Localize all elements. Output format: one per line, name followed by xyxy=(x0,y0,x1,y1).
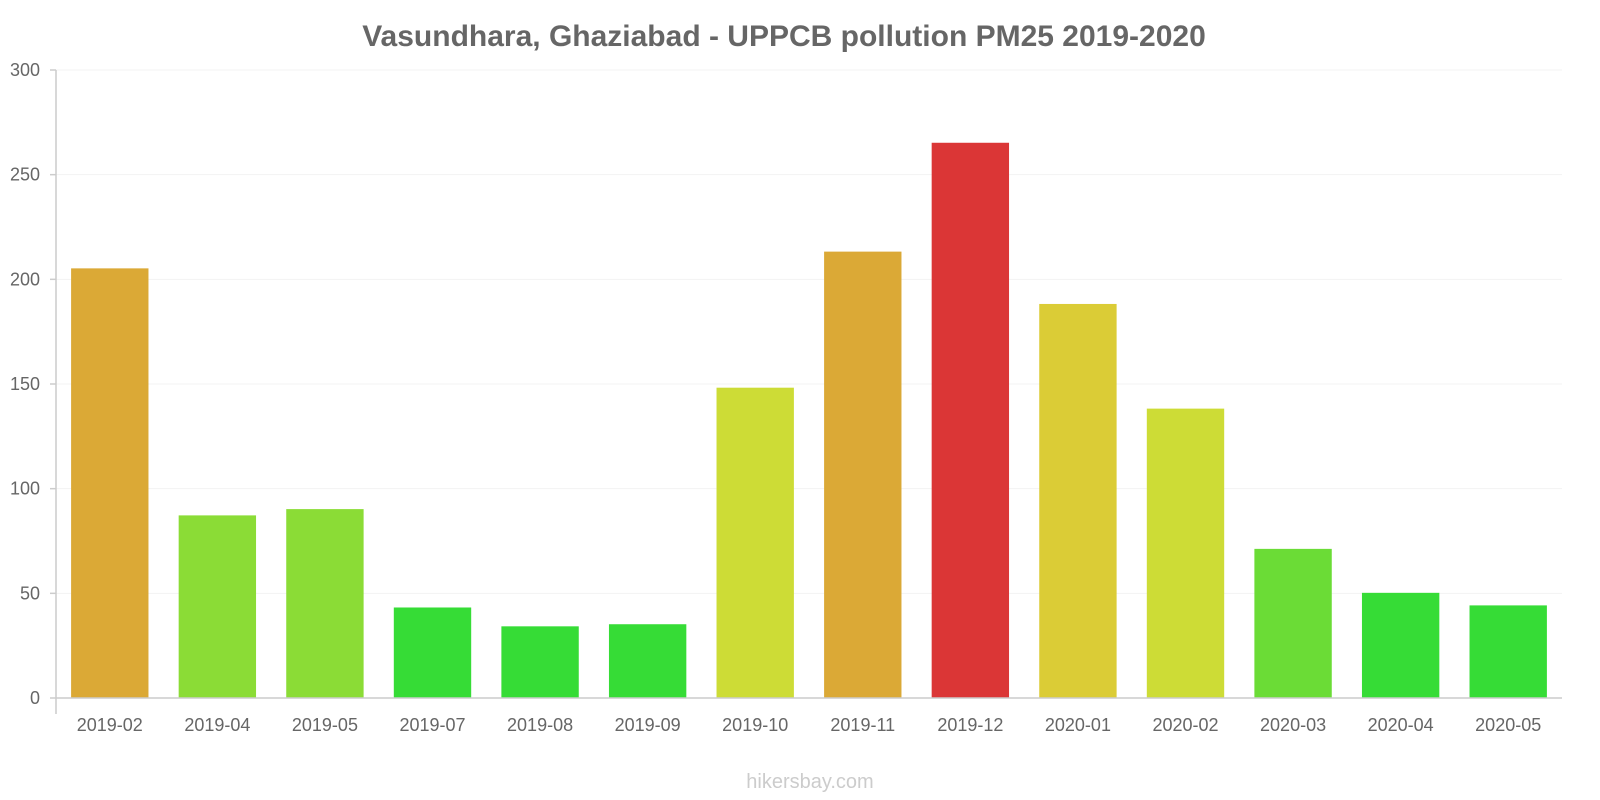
x-axis-ticks: 2019-02 2019-04 2019-05 2019-07 2019-08 2019-… xyxy=(77,715,1541,735)
bar-2020-03[interactable] xyxy=(1254,548,1332,699)
bar-2019-07[interactable] xyxy=(393,607,472,699)
x-tick-label: 2019-08 xyxy=(507,715,573,735)
y-tick-label: 300 xyxy=(10,60,40,80)
y-axis-ticks: 0 50 100 150 200 250 300 xyxy=(10,60,56,708)
bar-2019-10[interactable] xyxy=(716,387,794,699)
bar-2019-04[interactable] xyxy=(178,515,257,699)
bar-2020-04[interactable] xyxy=(1361,592,1440,699)
gridlines xyxy=(56,69,1562,594)
x-tick-label: 2020-04 xyxy=(1368,715,1434,735)
x-tick-label: 2019-05 xyxy=(292,715,358,735)
bars xyxy=(71,142,1547,699)
x-tick-label: 2019-04 xyxy=(184,715,250,735)
x-tick-label: 2019-07 xyxy=(399,715,465,735)
y-tick-label: 200 xyxy=(10,269,40,289)
x-tick-label: 2020-02 xyxy=(1152,715,1218,735)
x-tick-label: 2019-10 xyxy=(722,715,788,735)
bar-2019-02[interactable] xyxy=(71,268,149,699)
x-tick-label: 2020-03 xyxy=(1260,715,1326,735)
y-tick-label: 250 xyxy=(10,165,40,185)
x-tick-label: 2019-09 xyxy=(615,715,681,735)
bar-2020-05[interactable] xyxy=(1469,605,1547,699)
bar-2020-01[interactable] xyxy=(1039,303,1117,699)
x-tick-label: 2019-12 xyxy=(937,715,1003,735)
x-tick-label: 2020-05 xyxy=(1475,715,1541,735)
bar-2019-09[interactable] xyxy=(608,624,687,699)
x-tick-label: 2019-11 xyxy=(830,715,895,735)
bar-2019-11[interactable] xyxy=(824,251,902,699)
y-tick-label: 0 xyxy=(30,688,40,708)
y-tick-label: 100 xyxy=(10,479,40,499)
x-tick-label: 2020-01 xyxy=(1045,715,1111,735)
bar-2019-12[interactable] xyxy=(931,142,1010,699)
y-tick-label: 50 xyxy=(20,583,40,603)
bar-2019-05[interactable] xyxy=(286,509,364,699)
bar-2019-08[interactable] xyxy=(501,626,579,699)
y-tick-label: 150 xyxy=(10,374,40,394)
chart-title: Vasundhara, Ghaziabad - UPPCB pollution … xyxy=(362,20,1206,53)
watermark: hikersbay.com xyxy=(746,771,873,793)
bar-2020-02[interactable] xyxy=(1146,408,1225,699)
x-tick-label: 2019-02 xyxy=(77,715,143,735)
